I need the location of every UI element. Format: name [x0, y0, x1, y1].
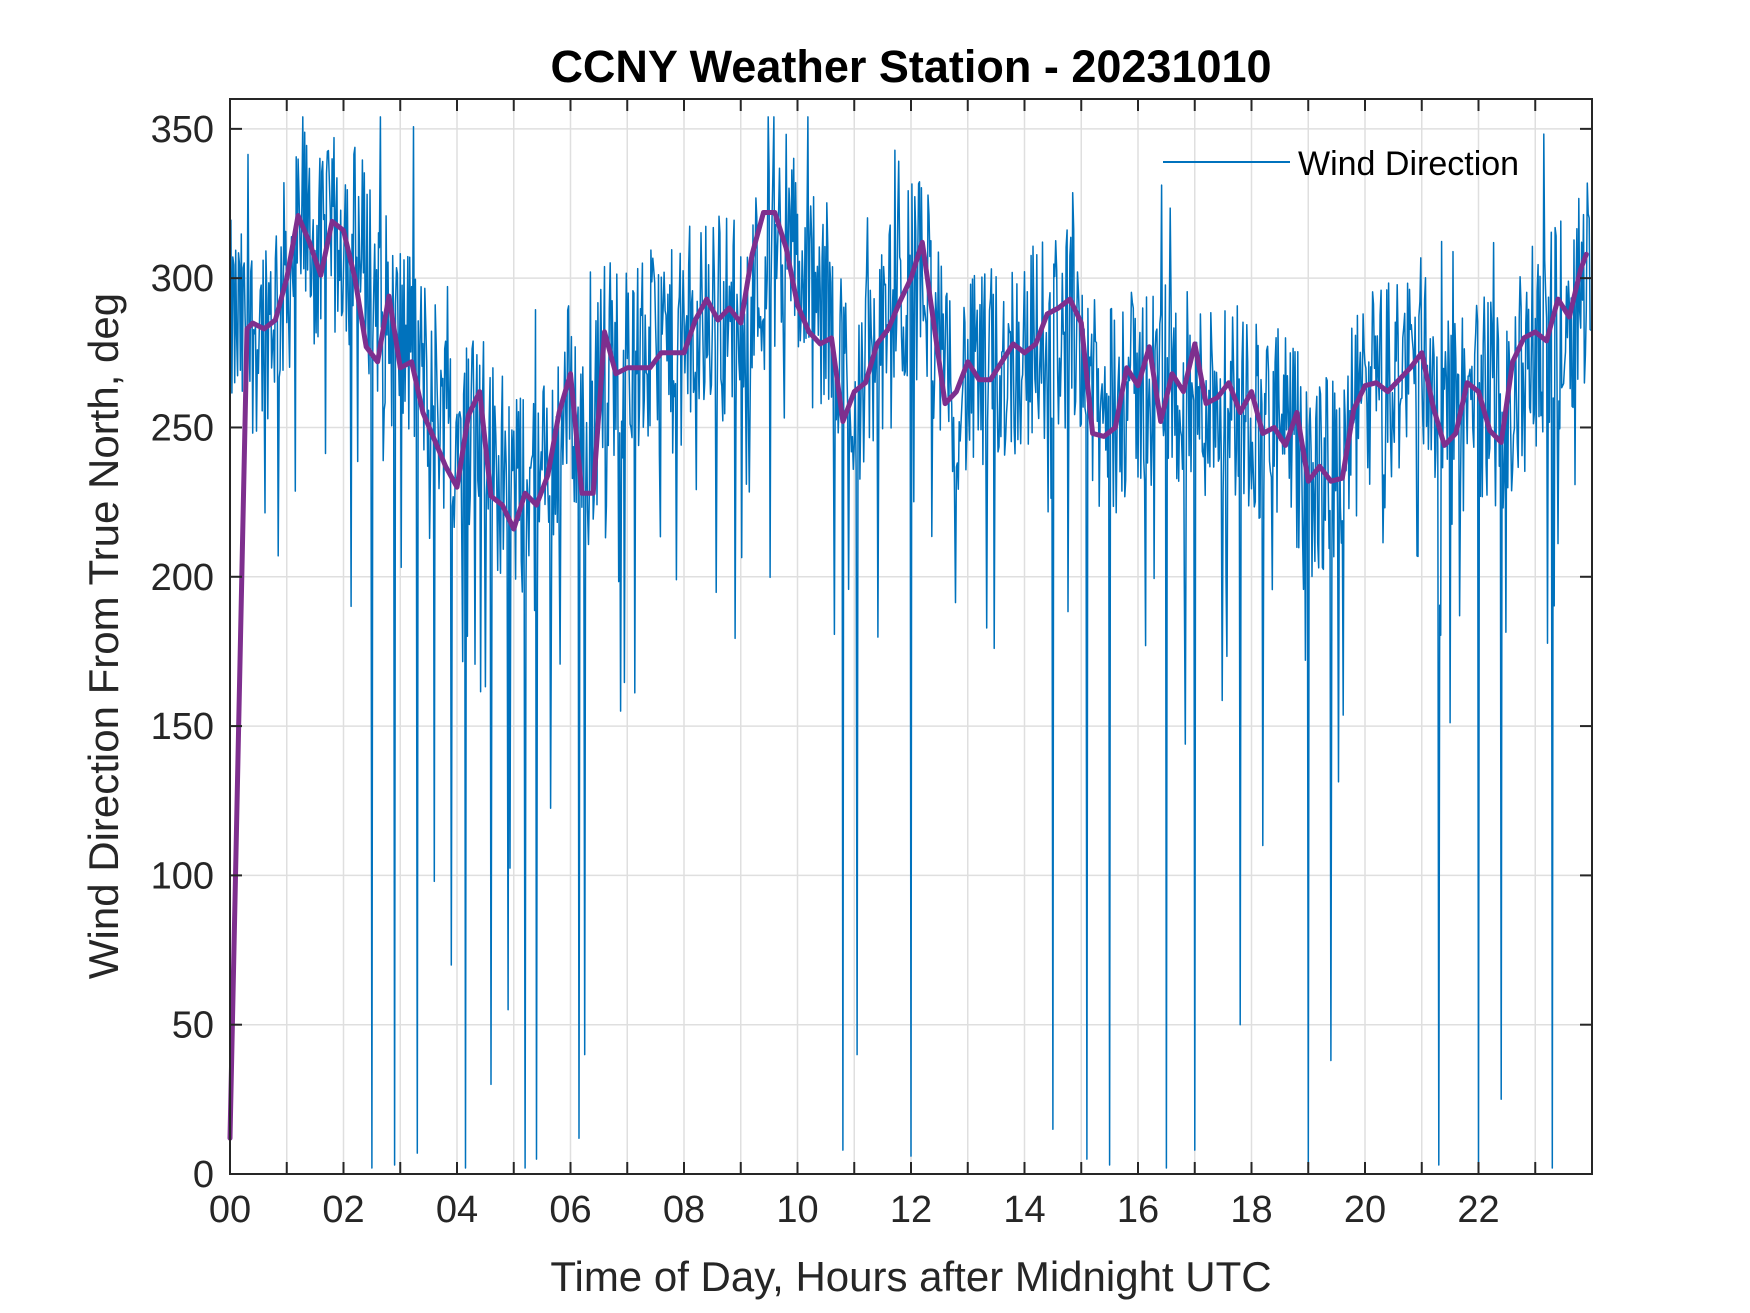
y-tick-label: 150	[151, 706, 214, 748]
y-tick-label: 200	[151, 557, 214, 599]
series-line-moving-average	[227, 210, 1589, 1141]
x-tick-label: 12	[890, 1189, 932, 1231]
x-tick-label: 08	[663, 1189, 705, 1231]
x-tick-label: 18	[1230, 1189, 1272, 1231]
y-tick-label: 0	[193, 1154, 214, 1196]
legend-label-wind-direction: Wind Direction	[1298, 145, 1519, 183]
y-tick-label: 300	[151, 258, 214, 300]
axis-ticks: 00 02 04 06 08 10 12 14 16 18 20 22 0 50 100 150 200 250 3…	[151, 99, 1592, 1231]
y-axis-label: Wind Direction From True North, deg	[80, 293, 127, 979]
y-tick-label: 100	[151, 855, 214, 897]
x-axis-label: Time of Day, Hours after Midnight UTC	[550, 1253, 1271, 1300]
x-tick-label: 16	[1117, 1189, 1159, 1231]
x-tick-label: 06	[549, 1189, 591, 1231]
y-tick-label: 50	[172, 1005, 214, 1047]
legend: Wind Direction	[1163, 145, 1519, 183]
y-tick-label: 350	[151, 109, 214, 151]
chart-title: CCNY Weather Station - 20231010	[550, 41, 1271, 92]
x-tick-label: 14	[1003, 1189, 1045, 1231]
x-tick-label: 02	[322, 1189, 364, 1231]
x-tick-label: 22	[1457, 1189, 1499, 1231]
x-tick-label: 20	[1344, 1189, 1386, 1231]
x-tick-label: 00	[209, 1189, 251, 1231]
x-tick-label: 04	[436, 1189, 478, 1231]
x-tick-label: 10	[776, 1189, 818, 1231]
y-tick-label: 250	[151, 407, 214, 449]
data-series	[227, 116, 1592, 1169]
series-line-wind-direction	[229, 116, 1592, 1169]
